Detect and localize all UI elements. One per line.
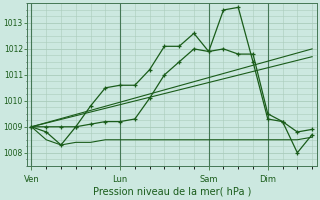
X-axis label: Pression niveau de la mer( hPa ): Pression niveau de la mer( hPa ) <box>92 187 251 197</box>
